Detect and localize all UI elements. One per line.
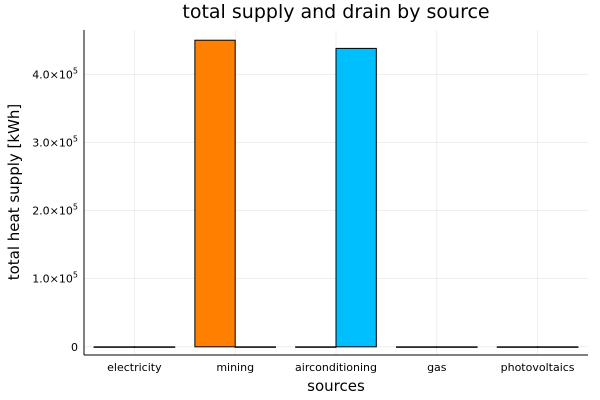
chart-title: total supply and drain by source <box>182 1 489 23</box>
y-tick-labels: 0 1.0×105 2.0×105 3.0×105 4.0×105 <box>32 66 78 354</box>
bar <box>93 346 135 348</box>
bar <box>234 346 277 348</box>
bar <box>133 346 176 348</box>
bar <box>335 47 377 348</box>
y-tick-label: 2.0×105 <box>32 203 78 218</box>
x-tick-label: airconditioning <box>295 361 377 374</box>
bar <box>194 39 236 348</box>
axes <box>83 30 588 356</box>
y-tick-label: 3.0×105 <box>32 134 78 149</box>
bar <box>537 346 579 348</box>
x-tick-label: electricity <box>107 361 162 374</box>
x-axis-label: sources <box>307 377 365 395</box>
bar <box>295 346 337 348</box>
bars <box>93 39 579 348</box>
x-tick-label: gas <box>427 361 447 374</box>
x-tick-label: mining <box>216 361 254 374</box>
bar <box>436 346 478 348</box>
bar <box>395 346 438 348</box>
y-tick-label: 1.0×105 <box>32 271 78 286</box>
y-axis-label: total heat supply [kWh] <box>5 104 23 281</box>
x-tick-labels: electricity mining airconditioning gas photo… <box>107 361 575 374</box>
y-tick-label: 0 <box>71 341 78 354</box>
bar <box>496 346 539 348</box>
y-tick-label: 4.0×105 <box>32 66 78 81</box>
x-tick-label: photovoltaics <box>501 361 575 374</box>
